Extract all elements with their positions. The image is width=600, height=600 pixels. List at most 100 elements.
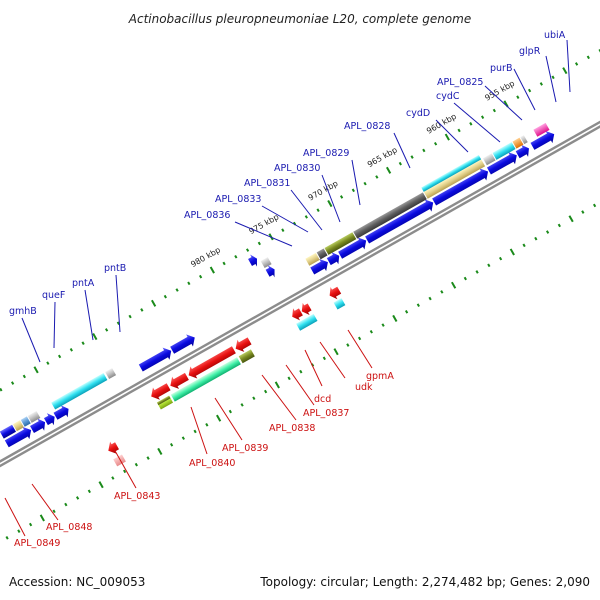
- scale-tick-minor: [357, 336, 362, 341]
- gene-label-cydC[interactable]: cydC: [436, 91, 460, 102]
- gene-bar[interactable]: [316, 248, 328, 260]
- scale-tick-major: [333, 348, 339, 356]
- gene-label-apl-0840[interactable]: APL_0840: [189, 458, 235, 469]
- scale-tick-minor: [122, 469, 127, 474]
- scale-tick-minor: [111, 476, 115, 480]
- gene-bar[interactable]: [12, 420, 24, 432]
- scale-tick-minor: [64, 502, 68, 507]
- gene-label-apl-0830[interactable]: APL_0830: [274, 163, 320, 174]
- gene-label-apl-0843[interactable]: APL_0843: [114, 491, 160, 502]
- gene-label-apl-0848[interactable]: APL_0848: [46, 522, 92, 533]
- gene-arrow-forward[interactable]: [42, 411, 58, 428]
- scale-tick-minor: [469, 122, 473, 126]
- gene-arrow-reverse[interactable]: [232, 335, 253, 355]
- gene-label-apl-0829[interactable]: APL_0829: [303, 148, 349, 159]
- gene-arrow-forward[interactable]: [309, 256, 332, 277]
- scale-tick-minor: [322, 356, 326, 361]
- gene-label-purB[interactable]: purB: [490, 63, 512, 74]
- gene-arrow-forward[interactable]: [514, 142, 532, 161]
- gene-label-pntB[interactable]: pntB: [104, 263, 126, 274]
- scale-tick-minor: [57, 354, 62, 359]
- gene-bar[interactable]: [492, 142, 516, 160]
- gene-bar[interactable]: [324, 232, 357, 255]
- gene-arrow-forward[interactable]: [337, 234, 370, 261]
- scale-tick-minor: [475, 270, 479, 274]
- gene-label-apl-0849[interactable]: APL_0849: [14, 538, 60, 549]
- gene-arrow-forward[interactable]: [431, 165, 492, 208]
- gene-bar[interactable]: [296, 313, 318, 331]
- gene-arrow-reverse[interactable]: [185, 344, 237, 382]
- gene-arrow-forward[interactable]: [485, 149, 520, 177]
- gene-bar-apl-0843[interactable]: [113, 454, 126, 467]
- scale-tick-minor: [351, 188, 355, 193]
- scale-tick-major: [274, 381, 280, 389]
- gene-bar[interactable]: [238, 349, 255, 364]
- scale-tick-major: [157, 447, 163, 455]
- scale-tick-major: [386, 166, 392, 174]
- gene-bar[interactable]: [20, 416, 31, 427]
- gene-arrow-reverse[interactable]: [167, 370, 190, 392]
- gene-label-pntA[interactable]: pntA: [72, 278, 95, 289]
- gene-label-dcd[interactable]: dcd: [314, 394, 331, 405]
- gene-arrow-forward[interactable]: [529, 128, 558, 152]
- scale-tick-minor: [592, 203, 597, 208]
- gene-label-apl-0828[interactable]: APL_0828: [344, 121, 390, 132]
- scale-tick-minor: [527, 88, 532, 93]
- reverse-strand-arrows: [148, 284, 342, 403]
- gene-label-apl-0825[interactable]: APL_0825: [437, 77, 483, 88]
- gene-label-apl-0836[interactable]: APL_0836: [184, 210, 230, 221]
- gene-arrow-reverse[interactable]: [105, 440, 121, 457]
- gene-label-queF[interactable]: queF: [42, 290, 65, 301]
- gene-arrow-forward[interactable]: [137, 345, 174, 374]
- scale-label-965: 965 kbp: [366, 145, 399, 169]
- gene-bar[interactable]: [0, 424, 16, 439]
- gene-label-apl-0833[interactable]: APL_0833: [215, 194, 261, 205]
- gene-arrow-forward[interactable]: [29, 416, 49, 436]
- gene-arrow-reverse[interactable]: [289, 306, 305, 323]
- gene-bar[interactable]: [156, 395, 171, 406]
- gene-bar[interactable]: [27, 410, 41, 423]
- gene-bar[interactable]: [170, 357, 241, 402]
- gene-bar[interactable]: [105, 368, 117, 380]
- scale-tick-minor: [169, 442, 174, 447]
- gene-label-apl-0837[interactable]: APL_0837: [303, 408, 349, 419]
- gene-arrow-forward[interactable]: [169, 331, 199, 356]
- gene-label-ubiA[interactable]: ubiA: [544, 30, 566, 41]
- gene-label-cydD[interactable]: cydD: [406, 108, 430, 119]
- gene-arrow-forward[interactable]: [364, 196, 437, 246]
- gene-bar[interactable]: [482, 153, 496, 166]
- scale-tick-minor: [5, 536, 9, 540]
- scale-tick-minor: [146, 456, 150, 460]
- gene-bar[interactable]: [353, 192, 427, 239]
- scale-tick-minor: [252, 396, 256, 401]
- forward-gene-labels: gmhB queF pntA pntB APL_0836 APL_0833 AP…: [9, 30, 566, 317]
- gene-label-gpmA[interactable]: gpmA: [366, 371, 394, 382]
- gene-label-glpR[interactable]: glpR: [519, 46, 541, 57]
- gene-arrow-forward[interactable]: [247, 252, 261, 268]
- scale-tick-minor: [346, 343, 350, 347]
- gene-bar[interactable]: [51, 373, 108, 410]
- gene-bar[interactable]: [512, 137, 524, 149]
- gene-arrow-reverse[interactable]: [298, 301, 313, 318]
- gene-bar[interactable]: [423, 159, 486, 199]
- gene-label-apl-0831[interactable]: APL_0831: [244, 178, 290, 189]
- scale-tick-minor: [222, 261, 226, 266]
- gene-arrow-forward[interactable]: [52, 403, 72, 423]
- gene-arrow-reverse[interactable]: [326, 284, 342, 302]
- gene-arrow-forward[interactable]: [325, 250, 342, 268]
- gene-bar[interactable]: [520, 135, 528, 145]
- gene-bar[interactable]: [333, 298, 346, 310]
- gene-label-udk[interactable]: udk: [355, 382, 373, 393]
- gene-bar[interactable]: [533, 122, 550, 137]
- gene-bar[interactable]: [421, 154, 482, 192]
- gene-bar[interactable]: [305, 252, 320, 266]
- scale-tick-minor: [440, 290, 444, 294]
- gene-arrow-reverse[interactable]: [148, 381, 172, 403]
- gene-bar-apl-0836[interactable]: [260, 257, 272, 269]
- gene-arrow-forward[interactable]: [3, 424, 34, 450]
- gene-arrow-forward[interactable]: [264, 263, 278, 279]
- gene-label-apl-0839[interactable]: APL_0839: [222, 443, 268, 454]
- gene-label-gmhB[interactable]: gmhB: [9, 306, 37, 317]
- scale-tick-minor: [234, 254, 238, 259]
- gene-label-apl-0838[interactable]: APL_0838: [269, 423, 315, 434]
